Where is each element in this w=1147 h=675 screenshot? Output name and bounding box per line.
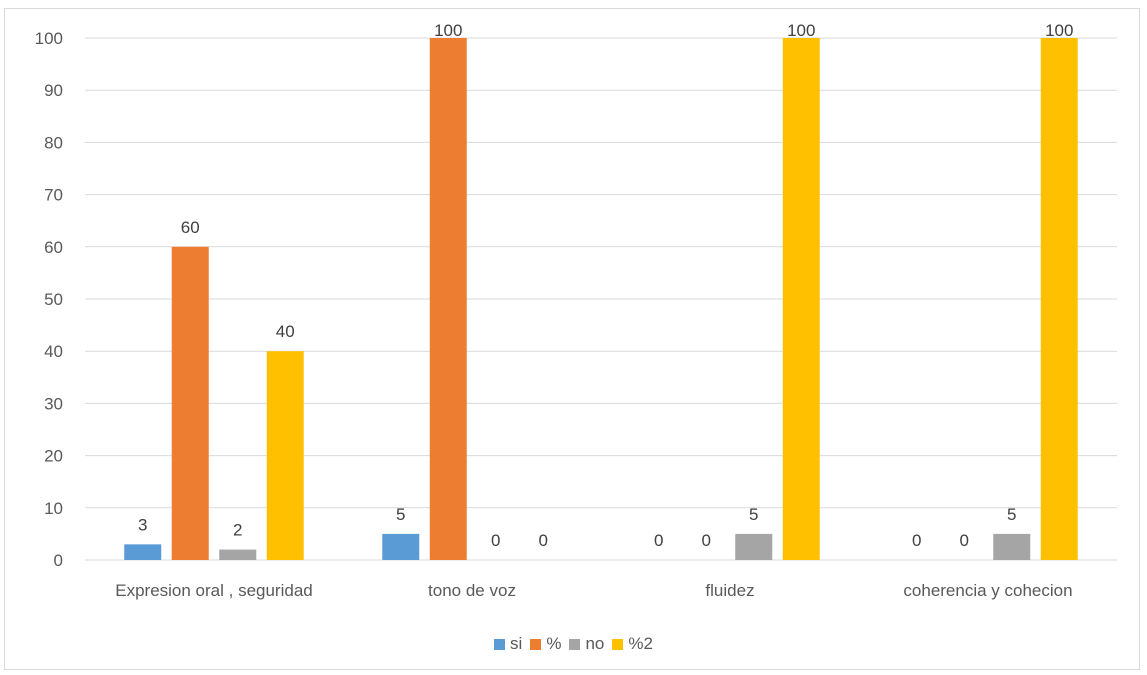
y-tick-label: 90 <box>44 81 63 100</box>
data-label: 100 <box>434 21 462 40</box>
legend-item: %2 <box>612 634 653 654</box>
data-label: 2 <box>233 521 242 540</box>
y-tick-label: 100 <box>35 29 63 48</box>
legend-item: no <box>569 634 604 654</box>
bar-%2-0 <box>266 351 304 560</box>
legend-swatch <box>569 638 581 650</box>
x-category-label: tono de voz <box>428 581 516 600</box>
y-tick-label: 80 <box>44 133 63 152</box>
legend-swatch <box>530 638 542 650</box>
data-label: 0 <box>702 531 711 550</box>
legend-item: si <box>494 634 522 654</box>
data-label: 0 <box>539 531 548 550</box>
bar-no-3 <box>993 533 1031 560</box>
data-label: 0 <box>960 531 969 550</box>
legend-label: % <box>546 634 562 653</box>
x-category-label: fluidez <box>705 581 754 600</box>
bar-si-0 <box>124 544 162 560</box>
data-label: 5 <box>1007 505 1016 524</box>
y-tick-label: 30 <box>44 394 63 413</box>
y-tick-label: 20 <box>44 447 63 466</box>
legend-label: %2 <box>628 634 653 653</box>
bar-no-2 <box>735 533 773 560</box>
data-label: 3 <box>138 515 147 534</box>
data-label: 0 <box>654 531 663 550</box>
legend-swatch <box>612 638 624 650</box>
bar-%2-2 <box>782 38 820 560</box>
data-label: 100 <box>1045 21 1073 40</box>
y-tick-label: 60 <box>44 238 63 257</box>
y-axis-ticks: 0 10 20 30 40 50 60 70 80 90 100 <box>35 29 63 570</box>
legend-item: % <box>530 634 561 654</box>
bar-%-1 <box>429 38 467 560</box>
bar-no-0 <box>219 549 257 560</box>
legend-swatch <box>494 638 506 650</box>
y-tick-label: 40 <box>44 342 63 361</box>
y-tick-label: 10 <box>44 499 63 518</box>
bar-si-1 <box>382 533 420 560</box>
bars <box>124 38 1078 561</box>
legend-label: no <box>585 634 605 653</box>
x-category-label: coherencia y cohecion <box>903 581 1072 600</box>
data-label: 5 <box>749 505 758 524</box>
data-label: 5 <box>396 505 405 524</box>
data-label: 100 <box>787 21 815 40</box>
data-labels: 3 60 2 40 5 100 0 0 0 0 5 100 0 0 5 100 <box>138 21 1073 550</box>
y-tick-label: 70 <box>44 186 63 205</box>
bar-%-0 <box>171 246 209 561</box>
legend-label: si <box>510 634 523 653</box>
data-label: 60 <box>181 218 200 237</box>
x-axis-categories: Expresion oral , seguridad tono de voz flu… <box>115 581 1072 600</box>
data-label: 40 <box>276 322 295 341</box>
gridlines <box>85 37 1117 561</box>
data-label: 0 <box>491 531 500 550</box>
bar-%2-3 <box>1040 38 1078 560</box>
y-tick-label: 0 <box>54 551 63 570</box>
legend: si% no %2 <box>0 634 1147 655</box>
y-tick-label: 50 <box>44 290 63 309</box>
x-category-label: Expresion oral , seguridad <box>115 581 313 600</box>
data-label: 0 <box>912 531 921 550</box>
